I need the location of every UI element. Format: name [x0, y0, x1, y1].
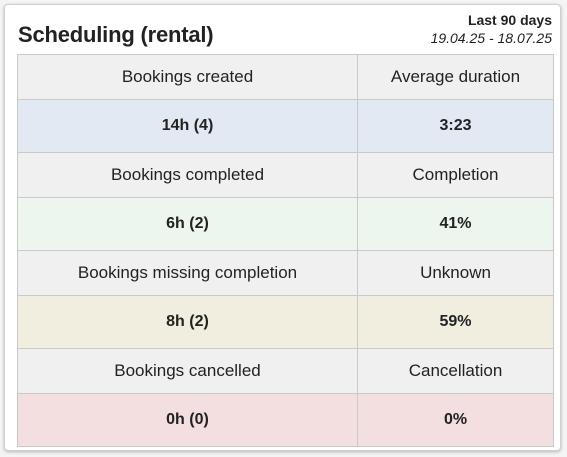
period-range: 19.04.25 - 18.07.25: [430, 30, 552, 46]
bookings-missing-completion-label: Bookings missing completion: [17, 250, 358, 296]
unknown-value: 59%: [357, 295, 554, 349]
card-title: Scheduling (rental): [18, 22, 214, 47]
cancellation-value: 0%: [357, 393, 554, 447]
cancelled-label-row: Bookings cancelled Cancellation: [17, 348, 554, 394]
completion-label: Completion: [357, 152, 554, 198]
created-value-row: 14h (4) 3:23: [17, 99, 554, 153]
bookings-cancelled-value: 0h (0): [17, 393, 358, 447]
completed-value-row: 6h (2) 41%: [17, 197, 554, 251]
scheduling-card: Scheduling (rental) Last 90 days 19.04.2…: [4, 4, 561, 451]
bookings-created-label: Bookings created: [17, 54, 358, 100]
missing-label-row: Bookings missing completion Unknown: [17, 250, 554, 296]
bookings-created-value: 14h (4): [17, 99, 358, 153]
unknown-label: Unknown: [357, 250, 554, 296]
stats-table: Bookings created Average duration 14h (4…: [17, 54, 554, 447]
completion-value: 41%: [357, 197, 554, 251]
period-info: Last 90 days 19.04.25 - 18.07.25: [431, 12, 552, 47]
bookings-completed-label: Bookings completed: [17, 152, 358, 198]
average-duration-value: 3:23: [357, 99, 554, 153]
bookings-completed-value: 6h (2): [17, 197, 358, 251]
missing-value-row: 8h (2) 59%: [17, 295, 554, 349]
bookings-cancelled-label: Bookings cancelled: [17, 348, 358, 394]
completed-label-row: Bookings completed Completion: [17, 152, 554, 198]
created-label-row: Bookings created Average duration: [17, 54, 554, 100]
average-duration-label: Average duration: [357, 54, 554, 100]
cancellation-label: Cancellation: [357, 348, 554, 394]
bookings-missing-completion-value: 8h (2): [17, 295, 358, 349]
cancelled-value-row: 0h (0) 0%: [17, 393, 554, 447]
period-label: Last 90 days: [467, 12, 552, 28]
